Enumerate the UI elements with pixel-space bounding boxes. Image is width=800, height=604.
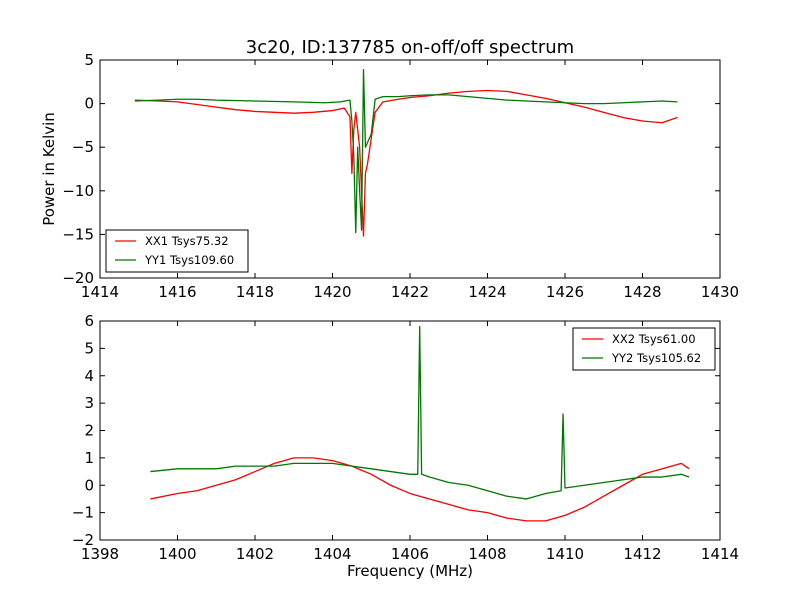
series-group bbox=[134, 68, 678, 237]
chart-title: 3c20, ID:137785 on-off/off spectrum bbox=[246, 37, 574, 58]
series-line-xx bbox=[150, 457, 690, 522]
x-tick-label: 1398 bbox=[81, 545, 119, 563]
y-tick-label: 0 bbox=[84, 95, 94, 113]
y-tick-label: −2 bbox=[72, 531, 94, 549]
x-tick-label: 1414 bbox=[701, 545, 739, 563]
y-tick-label: −5 bbox=[72, 138, 94, 156]
y-tick-label: 5 bbox=[84, 51, 94, 69]
y-tick-label: −15 bbox=[62, 225, 94, 243]
y-tick-label: 3 bbox=[84, 394, 94, 412]
legend-label: YY2 Tsys105.62 bbox=[611, 351, 701, 365]
y-tick-label: −20 bbox=[62, 269, 94, 287]
x-tick-label: 1426 bbox=[546, 283, 584, 301]
top-panel: 1414 1416 1418 1420 1422 1424 1426 1428 1430 −20 −… bbox=[40, 51, 739, 301]
series-line-xx bbox=[134, 89, 678, 237]
y-tick-label: 0 bbox=[84, 476, 94, 494]
legend-box bbox=[105, 229, 249, 273]
series-line-yy bbox=[134, 68, 678, 234]
x-axis-label: Frequency (MHz) bbox=[347, 562, 473, 580]
legend: XX1 Tsys75.32 YY1 Tsys109.60 bbox=[105, 229, 249, 273]
x-tick-label: 1428 bbox=[623, 283, 661, 301]
y-tick-label: 5 bbox=[84, 339, 94, 357]
legend-label: XX2 Tsys61.00 bbox=[612, 332, 696, 346]
x-tick-label: 1422 bbox=[391, 283, 429, 301]
y-tick-label: 2 bbox=[84, 422, 94, 440]
series-line-yy bbox=[150, 325, 690, 500]
x-tick-label: 1430 bbox=[701, 283, 739, 301]
x-tick-label: 1408 bbox=[468, 545, 506, 563]
legend: XX2 Tsys61.00 YY2 Tsys105.62 bbox=[572, 327, 716, 371]
x-tick-label: 1424 bbox=[468, 283, 506, 301]
y-tick-label: −1 bbox=[72, 504, 94, 522]
y-tick-label: 4 bbox=[84, 367, 94, 385]
y-axis-label: Power in Kelvin bbox=[40, 112, 58, 226]
x-tick-label: 1402 bbox=[236, 545, 274, 563]
legend-box bbox=[572, 327, 716, 371]
x-tick-label: 1416 bbox=[158, 283, 196, 301]
x-tick-label: 1418 bbox=[236, 283, 274, 301]
y-tick-label: −10 bbox=[62, 182, 94, 200]
y-tick-label: 6 bbox=[84, 312, 94, 330]
x-tick-label: 1406 bbox=[391, 545, 429, 563]
series-group bbox=[150, 325, 690, 522]
legend-label: XX1 Tsys75.32 bbox=[145, 234, 229, 248]
legend-label: YY1 Tsys109.60 bbox=[144, 253, 234, 267]
x-tick-label: 1410 bbox=[546, 545, 584, 563]
x-tick-label: 1420 bbox=[313, 283, 351, 301]
y-tick-label: 1 bbox=[84, 449, 94, 467]
x-tick-label: 1404 bbox=[313, 545, 351, 563]
x-tick-label: 1414 bbox=[81, 283, 119, 301]
x-tick-label: 1412 bbox=[623, 545, 661, 563]
x-tick-label: 1400 bbox=[158, 545, 196, 563]
bottom-panel: 1398 1400 1402 1404 1406 1408 1410 1412 1414−2−1… bbox=[72, 312, 739, 580]
